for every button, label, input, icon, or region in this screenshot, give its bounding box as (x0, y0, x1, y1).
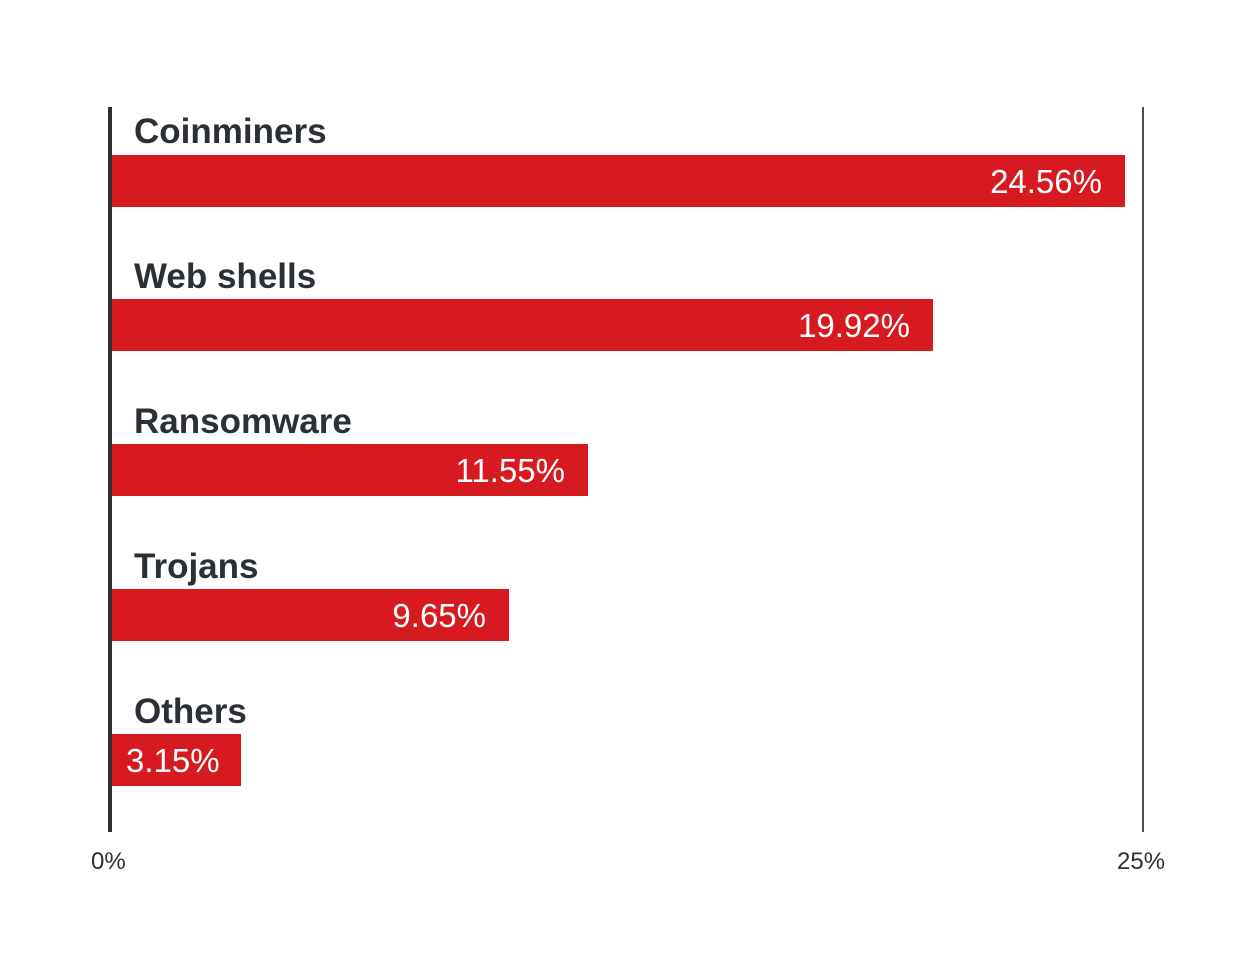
category-label: Others (134, 692, 247, 731)
bar-others: 3.15% (112, 734, 241, 786)
max-reference-line (1142, 107, 1144, 832)
category-label: Trojans (134, 547, 259, 586)
bar-coinminers: 24.56% (112, 155, 1125, 207)
y-axis-line (108, 107, 112, 832)
bar-trojans: 9.65% (112, 589, 509, 641)
bar-value: 11.55% (455, 452, 565, 489)
category-label: Coinminers (134, 112, 327, 151)
category-label: Ransomware (134, 402, 352, 441)
bar-value: 9.65% (392, 597, 486, 634)
x-tick-max: 25% (1117, 848, 1166, 875)
bar-value: 24.56% (990, 163, 1102, 200)
category-label: Web shells (134, 257, 317, 296)
x-tick-min: 0% (91, 848, 126, 875)
bar-ransomware: 11.55% (112, 444, 588, 496)
bar-value: 3.15% (126, 742, 220, 779)
bar-web-shells: 19.92% (112, 299, 933, 351)
bar-value: 19.92% (798, 307, 910, 344)
